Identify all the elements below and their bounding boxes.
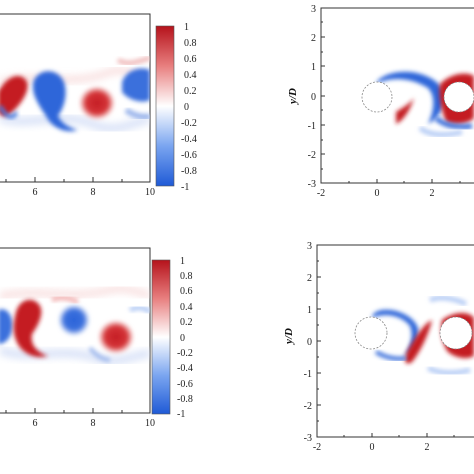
colorbar-label: -1: [181, 182, 189, 193]
colorbar-label: 0.4: [180, 302, 193, 313]
x-tick-label: 10: [145, 187, 155, 198]
colorbar-label: 0: [184, 102, 189, 113]
y-axis-label: y/D: [287, 88, 299, 106]
y-tick-label: 0: [311, 92, 316, 103]
red-vortex: [13, 299, 49, 358]
colorbar-label: 0.4: [184, 70, 197, 81]
panel-frame: [0, 13, 151, 183]
panel-bottom-left: 6 8 10: [0, 247, 155, 429]
cylinder-downstream: [439, 316, 473, 350]
colorbar-top: 1 0.8 0.6 0.4 0.2 0 -0.2 -0.4 -0.6 -0.8 …: [155, 22, 197, 193]
cylinder-downstream: [443, 81, 474, 113]
red-vortex: [80, 87, 114, 119]
panel-top-left: 6 8 10: [0, 13, 155, 198]
red-vortex: [0, 76, 28, 117]
colorbar-label: -0.6: [181, 150, 197, 161]
y-axis-label: y/D: [283, 328, 295, 346]
x-tick-label: 0: [375, 188, 380, 199]
y-tick-label: 1: [307, 305, 312, 316]
colorbar-label: 0.6: [180, 286, 193, 297]
y-tick-label: 1: [311, 62, 316, 73]
y-tick-label: -3: [308, 179, 316, 190]
colorbar-label: 0.2: [184, 86, 197, 97]
x-tick-label: 2: [425, 442, 430, 453]
y-tick-label: 2: [307, 273, 312, 284]
x-axis: -2 0 2: [313, 433, 455, 453]
x-tick-label: 10: [145, 418, 155, 429]
x-axis: -2 0 2: [317, 179, 461, 199]
colorbar-label: -1: [177, 409, 185, 420]
blue-vortex: [122, 68, 150, 102]
x-tick-label: 2: [430, 188, 435, 199]
y-tick-label: 3: [311, 4, 316, 15]
colorbar-label: -0.8: [177, 394, 193, 405]
cylinder-upstream: [354, 316, 388, 350]
red-vortex: [99, 321, 133, 353]
y-axis: 3 2 1 0 -1 -2 -3 y/D: [287, 4, 325, 190]
blue-vortex: [32, 71, 78, 132]
red-shear-layer: [396, 98, 414, 124]
y-tick-label: 0: [307, 337, 312, 348]
x-axis: 6 8 10: [5, 177, 155, 198]
y-tick-label: 2: [311, 33, 316, 44]
colorbar-label: 0.6: [184, 54, 197, 65]
colorbar-gradient: [155, 25, 175, 187]
colorbar-label: -0.2: [181, 118, 197, 129]
colorbar-label: -0.8: [181, 166, 197, 177]
colorbar-label: 0.8: [184, 38, 197, 49]
colorbar-label: 0.8: [180, 271, 193, 282]
blue-vortex: [0, 309, 13, 344]
blue-shear-layer: [376, 71, 445, 124]
vorticity-field: [0, 55, 150, 133]
y-tick-label: -2: [308, 150, 316, 161]
x-tick-label: 6: [33, 187, 38, 198]
x-tick-label: 6: [33, 418, 38, 429]
colorbar-label: -0.6: [177, 379, 193, 390]
colorbar-label: 1: [184, 22, 189, 33]
x-axis: 6 8 10: [5, 408, 155, 429]
colorbar-label: 0: [180, 333, 185, 344]
panel-bottom-right: 3 2 1 0 -1 -2 -3 y/D -2 0 2: [283, 241, 474, 453]
blue-vortex: [59, 305, 89, 335]
y-tick-label: 3: [307, 241, 312, 252]
y-tick-label: -1: [304, 369, 312, 380]
panel-top-right: 3 2 1 0 -1 -2 -3 y/D -2 0 2: [287, 4, 474, 199]
x-tick-label: -2: [317, 188, 325, 199]
colorbar-bottom: 1 0.8 0.6 0.4 0.2 0 -0.2 -0.4 -0.6 -0.8 …: [151, 256, 193, 420]
colorbar-gradient: [151, 259, 171, 415]
cylinder-upstream: [361, 81, 393, 113]
y-tick-label: -2: [304, 401, 312, 412]
y-axis: 3 2 1 0 -1 -2 -3 y/D: [283, 241, 321, 444]
colorbar-label: -0.2: [177, 348, 193, 359]
blue-shear-layer: [372, 309, 419, 356]
x-tick-label: 8: [91, 187, 96, 198]
vorticity-field: [0, 286, 150, 365]
vorticity-field: [354, 295, 474, 376]
vorticity-field: [361, 71, 474, 138]
x-tick-label: 0: [370, 442, 375, 453]
x-tick-label: -2: [313, 442, 321, 453]
colorbar-label: 1: [180, 256, 185, 267]
colorbar-label: -0.4: [181, 134, 197, 145]
x-tick-label: 8: [91, 418, 96, 429]
y-tick-label: -1: [308, 121, 316, 132]
y-tick-label: -3: [304, 433, 312, 444]
red-shear-layer: [405, 320, 432, 364]
colorbar-label: -0.4: [177, 363, 193, 374]
colorbar-label: 0.2: [180, 317, 193, 328]
